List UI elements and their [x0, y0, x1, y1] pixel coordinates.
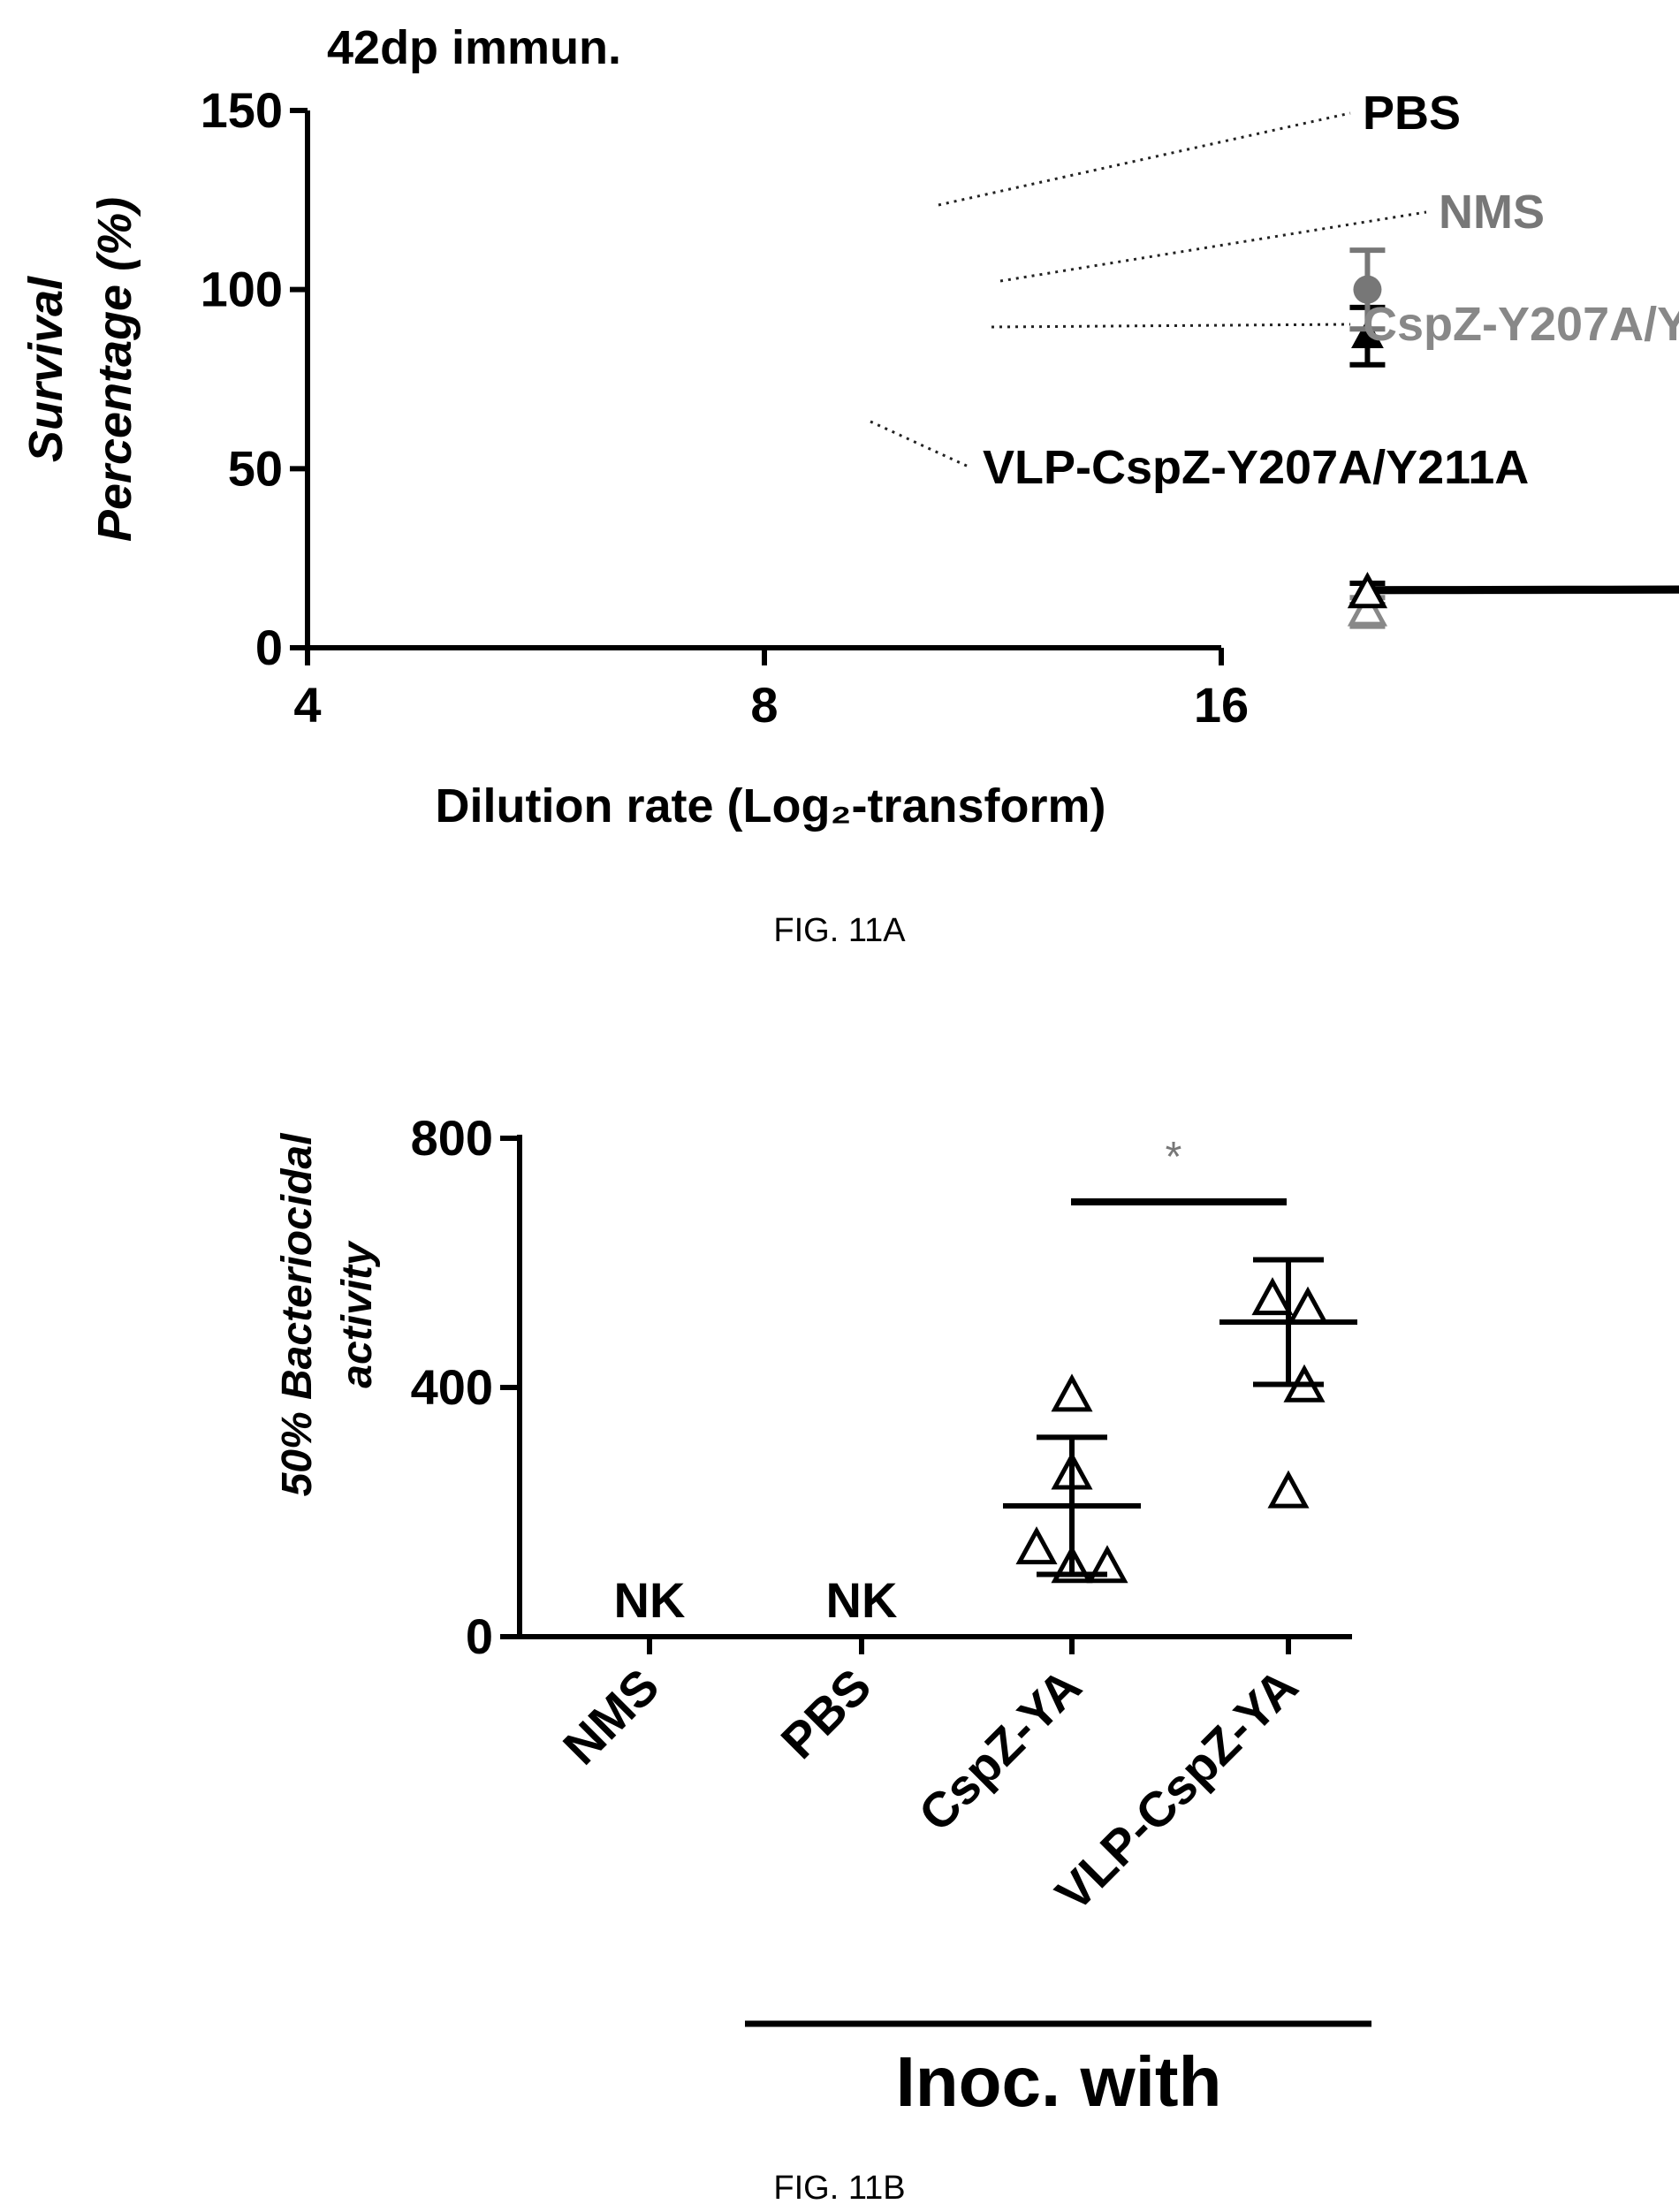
vlp-cspz-y207a-y211a-leader-line — [870, 420, 971, 469]
group-label: Inoc. with — [896, 2042, 1222, 2121]
x-tick-label: 4 — [293, 677, 321, 733]
nms-point — [1353, 275, 1382, 304]
pbs-label: PBS — [1363, 87, 1461, 140]
y-tick-label: 100 — [201, 262, 283, 317]
data-points: NK NK — [614, 1277, 1329, 1628]
vlp-cspz-ya-point — [1251, 1277, 1294, 1316]
significance-marker: * — [1166, 1134, 1182, 1181]
x-axis-label: Dilution rate (Log₂-transform) — [436, 779, 1106, 832]
x-tick-label: 16 — [1194, 677, 1249, 733]
cspz-y207a-y211a-leader-line — [991, 323, 1351, 329]
x-ticks: 4 8 16 — [293, 648, 1249, 733]
figure-11b: 50% Bacteriocidal activity 0 400 800 NMS PB… — [274, 1110, 1371, 2207]
pbs-leader-line — [938, 111, 1351, 207]
x-tick-label-cspz-ya: CspZ-YA — [908, 1658, 1091, 1842]
vlp-cspz-ya-point — [1287, 1286, 1329, 1325]
cspz-y207a-y211a-point — [1347, 589, 1388, 627]
y-tick-label: 150 — [201, 82, 283, 138]
y-axis-label-line2: activity — [334, 1240, 381, 1388]
y-axis-label-line1: 50% Bacteriocidal — [274, 1132, 321, 1497]
x-tick-label-nms: NMS — [552, 1658, 670, 1775]
nms-label: NMS — [1439, 186, 1545, 239]
nms-leader-line — [999, 210, 1427, 283]
vlp-cspz-y207a-y211a-point — [1347, 571, 1388, 609]
pbs-point — [1351, 318, 1384, 348]
y-axis-label-line2: Percentage (%) — [88, 197, 141, 542]
y-tick-label: 400 — [411, 1359, 493, 1415]
cspz-ya-point — [1015, 1526, 1058, 1565]
y-tick-label: 0 — [466, 1608, 493, 1664]
nms-nk-label: NK — [614, 1572, 686, 1628]
cspz-y207a-y211a-label: CspZ-Y207A/Y211A — [1363, 298, 1679, 351]
vlp-cspz-y207a-y211a-label: VLP-CspZ-Y207A/Y211A — [983, 441, 1529, 494]
y-tick-label: 800 — [411, 1110, 493, 1166]
y-ticks: 0 50 100 150 — [201, 82, 308, 675]
y-tick-label: 50 — [228, 440, 283, 496]
y-ticks: 0 400 800 — [411, 1110, 520, 1664]
pbs-nk-label: NK — [826, 1572, 898, 1628]
cspz-ya-point — [1051, 1373, 1093, 1412]
chart-title: 42dp immun. — [327, 21, 621, 74]
y-axis-label-line1: Survival — [19, 276, 72, 462]
data-points — [1347, 247, 1388, 629]
figure-11a: 42dp immun. Survival Percentage (%) Dilu… — [19, 21, 1679, 949]
y-tick-label: 0 — [255, 620, 283, 675]
figure-caption-11b: FIG. 11B — [773, 2170, 905, 2207]
figure-caption-11a: FIG. 11A — [773, 912, 906, 949]
vlp-cspz-ya-point — [1267, 1470, 1310, 1509]
mean-sd-bars — [1003, 1257, 1357, 1577]
series-labels: PBS NMS CspZ-Y207A/Y211A VLP-CspZ-Y207A/Y21… — [870, 87, 1679, 494]
x-tick-label-pbs: PBS — [771, 1658, 882, 1769]
x-tick-label: 8 — [750, 677, 778, 733]
